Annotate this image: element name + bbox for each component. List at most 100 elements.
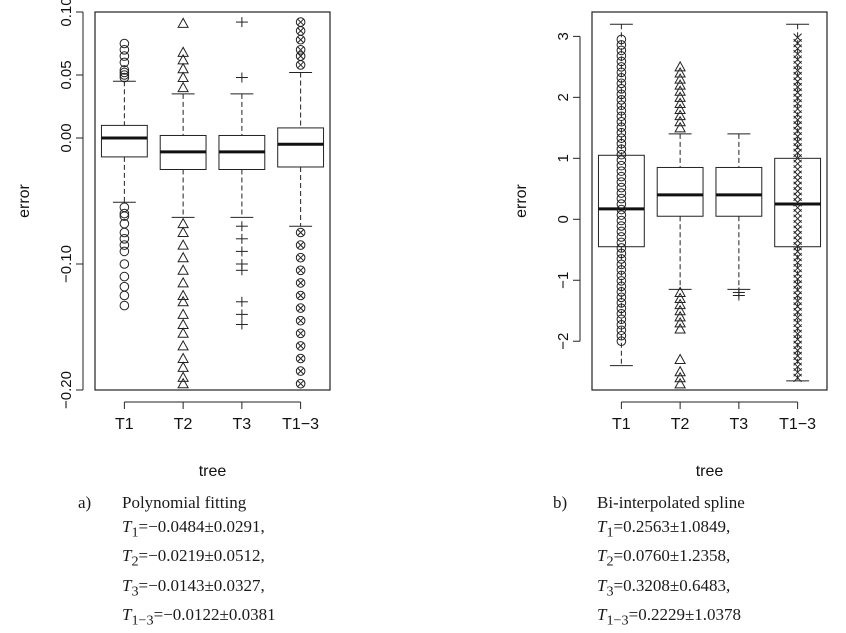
outlier-point <box>295 366 306 376</box>
panel-a-box-1 <box>100 38 148 311</box>
outlier-point <box>177 217 189 229</box>
outlier-point <box>793 33 802 42</box>
outlier-point <box>616 314 627 325</box>
overlap-point <box>616 160 627 171</box>
outlier-point <box>616 270 627 281</box>
panel-a-x-tick-label: T1−3 <box>282 416 319 433</box>
outlier-point <box>295 227 306 238</box>
outlier-point <box>177 46 189 57</box>
outlier-point <box>674 365 686 377</box>
outlier-point <box>616 84 627 94</box>
outlier-point <box>674 310 686 322</box>
panel-a-y-axis: −0.20 −0.10 0.00 0.05 0.10 <box>58 0 84 409</box>
outlier-point <box>616 94 627 105</box>
panel-a-x-axis-label: tree <box>199 463 227 480</box>
panel-b-y-axis-label: error <box>513 183 530 217</box>
outlier-point <box>177 339 189 351</box>
outlier-point <box>119 67 130 78</box>
outlier-point <box>177 371 189 382</box>
outlier-point <box>616 62 627 72</box>
panel-b-x-tick-label: T3 <box>730 416 749 433</box>
outlier-point <box>616 336 627 347</box>
outlier-point <box>295 60 306 70</box>
outlier-point <box>177 239 189 250</box>
panel-a-box-4 <box>277 17 325 389</box>
outlier-point <box>616 111 627 122</box>
panel-b-y-axis: −2 −1 0 1 2 3 <box>555 32 581 350</box>
caption-a: a) Polynomial fitting T1=−0.0484±0.0291, … <box>78 491 276 633</box>
outlier-point <box>119 234 130 244</box>
outlier-point <box>674 115 686 127</box>
caption-b-line-2: T2=0.0760±1.2358, <box>597 546 731 570</box>
outlier-point <box>119 281 130 292</box>
caption-b-tag: b) <box>553 493 568 512</box>
panel-b-y-tick-label: 3 <box>555 32 572 40</box>
outlier-point <box>295 315 306 326</box>
outlier-point <box>119 70 130 80</box>
outlier-point <box>616 100 627 111</box>
outlier-point <box>119 51 130 61</box>
outlier-point <box>235 309 248 320</box>
figure: −0.20 −0.10 0.00 0.05 0.10 error T1 T2 T3 T1−3 tre… <box>16 0 828 480</box>
overlap-point <box>616 193 627 204</box>
panel-a-boxplot: −0.20 −0.10 0.00 0.05 0.10 error T1 T2 T3 T1−3 tre… <box>16 0 331 480</box>
outlier-point <box>616 138 627 149</box>
outlier-point <box>119 72 130 83</box>
overlap-point <box>616 182 627 193</box>
outlier-point <box>295 278 306 288</box>
outlier-point <box>177 377 189 389</box>
panel-b-x-tick-label: T1−3 <box>779 416 816 433</box>
outlier-point <box>616 133 627 144</box>
caption-b-line-3: T3=0.3208±0.6483, <box>597 575 731 600</box>
outlier-point <box>674 353 686 365</box>
panel-a-x-tick-label: T1 <box>115 416 134 433</box>
outlier-point <box>119 38 130 49</box>
panel-b-y-tick-label: 0 <box>555 215 572 223</box>
overlap-point <box>616 155 627 165</box>
outlier-point <box>616 144 627 154</box>
outlier-point <box>616 254 627 264</box>
outlier-point <box>119 57 130 68</box>
outlier-point <box>119 246 130 257</box>
caption-a-tag: a) <box>78 493 92 512</box>
outlier-point <box>616 248 627 259</box>
panel-b-y-tick-label: −1 <box>555 272 572 289</box>
outlier-point <box>616 51 627 61</box>
panel-b-y-tick-label: 1 <box>555 154 572 162</box>
outlier-point <box>616 122 627 133</box>
caption-b-title: Bi-interpolated spline <box>597 493 745 512</box>
outlier-point <box>295 265 306 276</box>
outlier-point <box>616 281 627 292</box>
outlier-point <box>177 81 189 93</box>
outlier-point <box>235 296 248 307</box>
outlier-point <box>177 327 189 338</box>
outlier-point <box>295 303 306 313</box>
outlier-point <box>177 361 189 372</box>
outlier-point <box>674 377 686 389</box>
panel-b-box-3 <box>715 133 763 301</box>
panel-a-plot-frame <box>94 11 331 391</box>
box-body <box>100 124 148 158</box>
overlap-point <box>616 221 627 231</box>
outlier-point <box>674 60 686 72</box>
caption-a-line-2: T2=−0.0219±0.0512, <box>122 546 265 570</box>
outlier-point <box>177 251 189 263</box>
outlier-point <box>616 319 627 330</box>
outlier-point <box>295 378 306 389</box>
outlier-point <box>616 287 627 297</box>
outlier-point <box>616 303 627 314</box>
outlier-point <box>235 72 248 83</box>
panel-b-y-tick-label: 2 <box>555 93 572 101</box>
panel-b-boxplot: −2 −1 0 1 2 3 error T1 T2 T3 T1−3 tree <box>513 11 828 480</box>
outlier-point <box>177 226 189 237</box>
outlier-point <box>235 246 248 257</box>
panel-b-x-axis: T1 T2 T3 T1−3 <box>612 401 816 433</box>
outlier-point <box>674 73 686 84</box>
outlier-point <box>119 65 130 75</box>
outlier-point <box>177 308 189 319</box>
outlier-point <box>674 292 686 304</box>
outlier-point <box>119 227 130 238</box>
outlier-point <box>616 40 627 50</box>
panel-a-x-tick-label: T3 <box>233 416 252 433</box>
outlier-point <box>674 91 686 102</box>
